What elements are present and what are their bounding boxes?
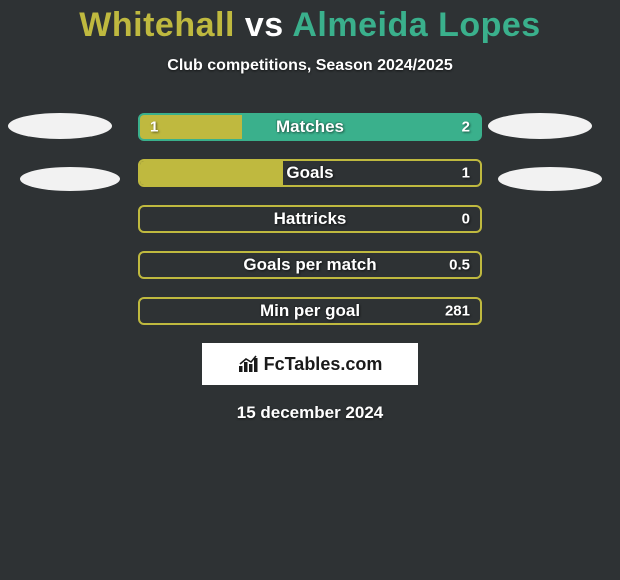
vs-text: vs	[245, 6, 284, 44]
bar-fill-player1	[140, 115, 242, 139]
stat-bar: 281Min per goal	[138, 297, 482, 325]
date-text: 15 december 2024	[0, 403, 620, 423]
bar-label: Hattricks	[140, 209, 480, 229]
chart-icon	[238, 355, 260, 373]
bar-value-right: 0	[462, 211, 470, 228]
bar-value-right: 2	[462, 119, 470, 136]
bar-value-right: 281	[445, 303, 470, 320]
bar-label: Min per goal	[140, 301, 480, 321]
side-ellipse	[498, 167, 602, 191]
bar-fill-player1	[140, 161, 283, 185]
subtitle: Club competitions, Season 2024/2025	[0, 57, 620, 75]
content-area: 12Matches 1Goals 0Hattricks 0.5Goals per ma…	[0, 113, 620, 423]
side-ellipse	[20, 167, 120, 191]
stat-bar: 0Hattricks	[138, 205, 482, 233]
side-ellipse	[8, 113, 112, 139]
logo-text: FcTables.com	[264, 354, 383, 375]
stat-bar: 1Goals	[138, 159, 482, 187]
bar-label: Goals per match	[140, 255, 480, 275]
stat-bar: 12Matches	[138, 113, 482, 141]
comparison-title: Whitehall vs Almeida Lopes	[0, 0, 620, 45]
bar-value-right: 0.5	[449, 257, 470, 274]
comparison-bars: 12Matches 1Goals 0Hattricks 0.5Goals per ma…	[138, 113, 482, 325]
player1-name: Whitehall	[79, 6, 235, 44]
stat-bar: 0.5Goals per match	[138, 251, 482, 279]
logo-box: FcTables.com	[202, 343, 418, 385]
player2-name: Almeida Lopes	[292, 6, 540, 44]
bar-value-right: 1	[462, 165, 470, 182]
side-ellipse	[488, 113, 592, 139]
site-logo: FcTables.com	[238, 354, 383, 375]
